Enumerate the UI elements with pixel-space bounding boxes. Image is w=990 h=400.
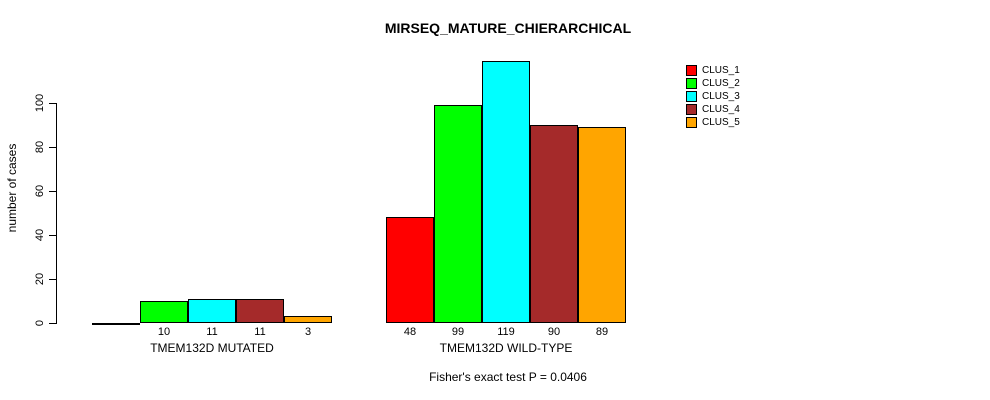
- y-axis-tick-label: 0: [34, 319, 46, 327]
- bar-value-label: 48: [403, 326, 417, 338]
- bar-value-label: 3: [304, 326, 312, 338]
- legend-swatch-clus_2: [686, 78, 697, 89]
- y-axis-line: [56, 103, 57, 324]
- bar-value-label: 11: [206, 326, 218, 338]
- y-axis-tick-label: 60: [34, 184, 46, 198]
- y-axis-tick: [49, 191, 56, 192]
- legend-swatch-clus_5: [686, 117, 697, 128]
- legend-item: CLUS_5: [686, 116, 740, 129]
- y-axis-tick-label: 80: [34, 140, 46, 154]
- bar-clus_4: [236, 299, 284, 323]
- bar-value-label: 89: [595, 326, 609, 338]
- bar-clus_5: [578, 127, 626, 323]
- legend-item: CLUS_1: [686, 64, 740, 77]
- legend-label: CLUS_5: [702, 117, 740, 128]
- bar-clus_5: [284, 316, 332, 323]
- bar-clus_1: [92, 323, 140, 325]
- x-group-label: TMEM132D WILD-TYPE: [439, 341, 573, 355]
- x-group-label: TMEM132D MUTATED: [150, 341, 274, 355]
- annotation-text: Fisher's exact test P = 0.0406: [429, 370, 587, 384]
- bar-value-label: 11: [254, 326, 266, 338]
- legend-label: CLUS_1: [702, 65, 740, 76]
- legend-swatch-clus_3: [686, 91, 697, 102]
- y-axis-tick: [49, 323, 56, 324]
- y-axis-tick-label: 40: [34, 228, 46, 242]
- legend-label: CLUS_3: [702, 91, 740, 102]
- legend-swatch-clus_4: [686, 104, 697, 115]
- bar-clus_3: [188, 299, 236, 323]
- bar-value-label: 99: [451, 326, 465, 338]
- bar-value-label: 119: [497, 326, 515, 338]
- bar-value-label: 10: [157, 326, 171, 338]
- legend-label: CLUS_2: [702, 78, 740, 89]
- bar-clus_2: [434, 105, 482, 323]
- y-axis-title: number of cases: [5, 143, 19, 233]
- legend-item: CLUS_2: [686, 77, 740, 90]
- bar-clus_1: [386, 217, 434, 323]
- y-axis-tick: [49, 147, 56, 148]
- bar-clus_4: [530, 125, 578, 323]
- bar-clus_3: [482, 61, 530, 323]
- y-axis-tick-label: 100: [34, 93, 46, 113]
- y-axis-tick: [49, 235, 56, 236]
- bar-clus_2: [140, 301, 188, 323]
- y-axis-tick: [49, 103, 56, 104]
- y-axis-tick: [49, 279, 56, 280]
- bar-value-label: 90: [547, 326, 561, 338]
- legend-swatch-clus_1: [686, 65, 697, 76]
- legend-item: CLUS_4: [686, 103, 740, 116]
- legend-item: CLUS_3: [686, 90, 740, 103]
- y-axis-tick-label: 20: [34, 272, 46, 286]
- legend-label: CLUS_4: [702, 104, 740, 115]
- chart-title: MIRSEQ_MATURE_CHIERARCHICAL: [384, 20, 632, 36]
